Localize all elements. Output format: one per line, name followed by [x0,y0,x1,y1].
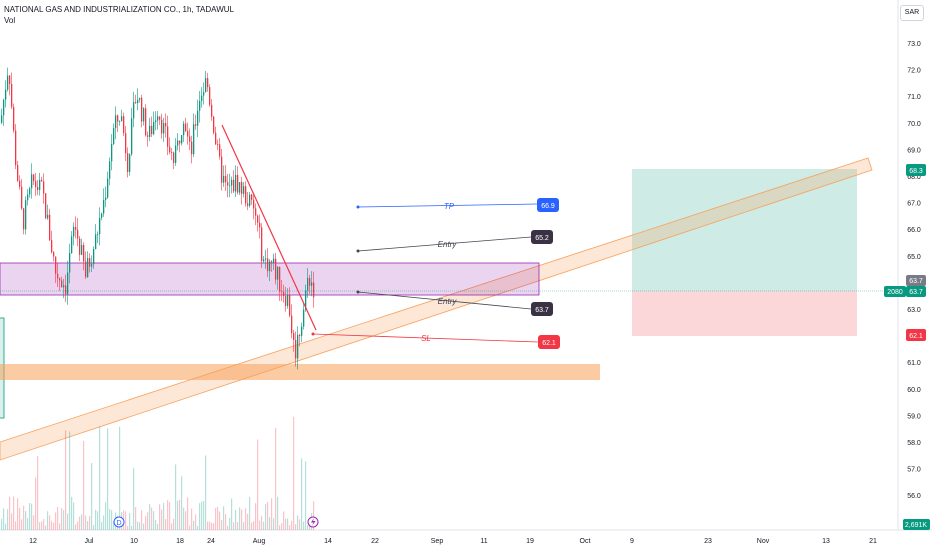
time-tick-label: Oct [580,538,591,545]
target-price-badge [906,164,926,176]
time-tick-label: 23 [704,538,712,545]
price-tick-label: 59.0 [907,413,921,420]
time-tick-label: 11 [480,538,487,545]
volume-value: 2,691K [905,522,928,529]
last-price-value: 63.7 [909,289,923,296]
entry-low-value: 63.7 [535,307,549,314]
time-tick-label: Nov [757,538,770,545]
time-tick-label: Sep [431,538,444,545]
symbol-title[interactable]: NATIONAL GAS AND INDUSTRIALIZATION CO., … [4,5,234,14]
ascending-channel[interactable] [0,157,873,461]
countdown-value: 2080 [887,289,903,296]
sl-label: SL [421,334,431,343]
entry-low-callout-line[interactable] [357,291,532,310]
downtrend-line[interactable] [221,124,317,331]
tp-label: TP [444,202,455,211]
time-tick-label: 13 [822,538,830,545]
sl-callout-line[interactable] [312,333,539,343]
price-tick-label: 61.0 [907,360,921,367]
stop-price-value: 62.1 [909,333,923,340]
sl-value: 62.1 [542,340,556,347]
currency-badge[interactable]: SAR [900,5,924,21]
support-zone[interactable] [0,364,600,380]
time-tick-label: 24 [207,538,215,545]
price-axis[interactable]: 73.072.071.070.069.068.067.066.065.064.0… [907,41,921,500]
price-tick-label: 66.0 [907,227,921,234]
volume-badge [903,519,930,530]
candlesticks [1,67,315,370]
price-tick-label: 70.0 [907,121,921,128]
time-axis[interactable]: 12 Jul 10 18 24 Aug 14 22 Sep 11 19 Oct 9 23 Nov 13 21 [29,538,877,545]
volume-indicator-label[interactable]: Vol [4,16,16,25]
price-tick-label: 67.0 [907,201,921,208]
entry-low-badge[interactable] [531,302,553,316]
target-price-value: 68.3 [909,168,923,175]
time-tick-label: 12 [29,538,37,545]
time-tick-label: 18 [176,538,184,545]
dividend-marker-letter: D [116,520,121,527]
last-price-badge [906,286,926,297]
chart-header: NATIONAL GAS AND INDUSTRIALIZATION CO., … [4,4,234,26]
countdown-badge [884,286,906,297]
sl-badge[interactable] [538,335,560,349]
entry-high-value: 65.2 [535,235,549,242]
entry-high-callout-line[interactable] [357,236,532,252]
price-tick-label: 60.0 [907,387,921,394]
entry-high-label: Entry [438,240,458,249]
price-tick-label: 68.0 [907,174,921,181]
time-tick-label: 21 [869,538,877,545]
dividend-event-marker[interactable]: D [113,516,125,528]
price-tick-label: 65.0 [907,254,921,261]
time-tick-label: Jul [85,538,94,545]
time-tick-label: Aug [253,538,266,545]
volume-bars [1,416,315,530]
position-loss-zone[interactable] [632,291,857,336]
price-tick-label: 58.0 [907,440,921,447]
price-tick-label: 72.0 [907,68,921,75]
time-tick-label: 22 [371,538,379,545]
time-tick-label: 10 [130,538,138,545]
earnings-event-marker[interactable] [307,516,319,528]
time-tick-label: 19 [526,538,534,545]
price-tick-label: 56.0 [907,493,921,500]
price-tick-label: 69.0 [907,147,921,154]
entry-high-badge[interactable] [531,230,553,244]
price-tick-label: 63.0 [907,307,921,314]
price-tick-label: 73.0 [907,41,921,48]
tp-badge[interactable] [537,198,559,212]
tp-callout-line[interactable] [357,203,538,208]
price-tick-label: 71.0 [907,94,921,101]
time-tick-label: 9 [630,538,634,545]
stop-price-badge [906,329,926,341]
last-price-alt-value: 63.7 [909,278,923,285]
tp-value: 66.9 [541,203,555,210]
last-price-alt-badge [906,275,926,286]
position-profit-zone[interactable] [632,169,857,291]
entry-low-label: Entry [438,297,458,306]
price-tick-label: 57.0 [907,467,921,474]
time-tick-label: 14 [324,538,332,545]
